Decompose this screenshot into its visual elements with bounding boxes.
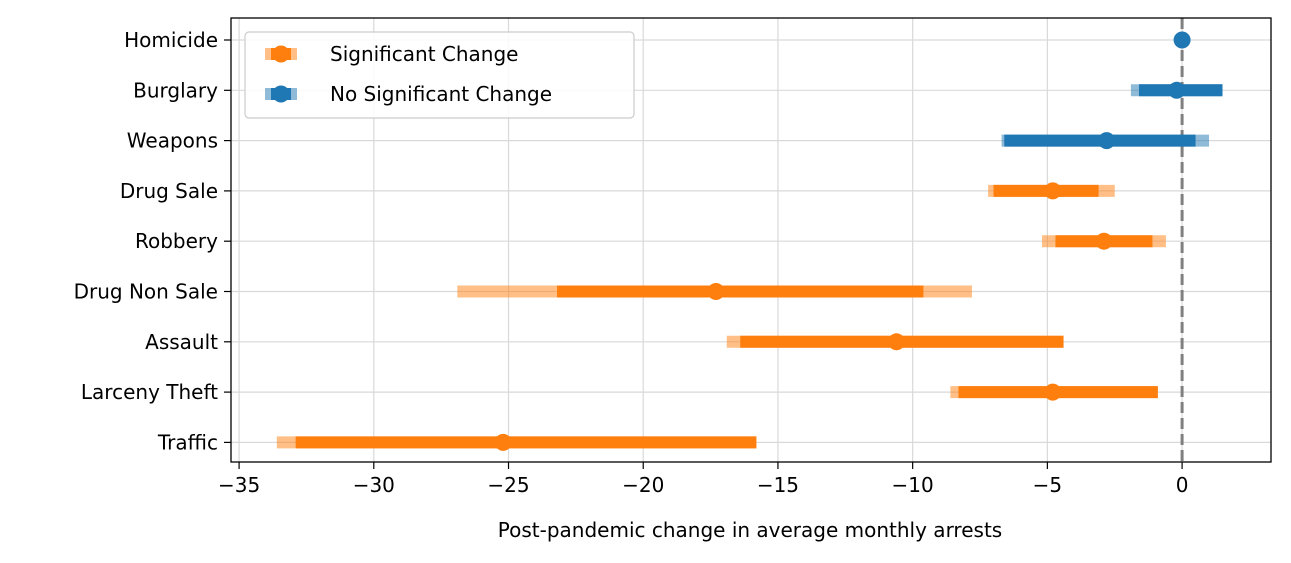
x-tick-label: −20 — [622, 473, 664, 497]
x-tick-label: −25 — [487, 473, 529, 497]
plot-frame — [230, 17, 1272, 463]
y-tick-label: Homicide — [124, 28, 218, 52]
legend-label: Significant Change — [330, 42, 518, 66]
legend-swatch-marker — [272, 45, 290, 63]
point-estimate — [707, 283, 725, 300]
legend: Significant Change No Significant Change — [244, 31, 635, 119]
point-estimate — [887, 333, 905, 351]
x-tick-label: −5 — [1033, 473, 1062, 497]
point-estimate — [1168, 81, 1186, 99]
point-estimate — [1173, 31, 1191, 49]
legend-label: No Significant Change — [330, 82, 552, 106]
y-tick-label: Drug Sale — [120, 179, 218, 203]
point-estimate — [1098, 132, 1116, 150]
y-axis: Homicide Burglary Weapons Drug Sale Robbery D… — [74, 28, 231, 454]
x-axis: −35 −30 −25 −20 −15 −10 −5 0 — [218, 462, 1188, 497]
y-tick-label: Weapons — [127, 129, 218, 153]
y-tick-label: Assault — [145, 330, 218, 354]
y-tick-label: Drug Non Sale — [74, 280, 218, 304]
x-tick-label: 0 — [1176, 473, 1189, 497]
y-tick-label: Larceny Theft — [81, 380, 218, 404]
y-tick-label: Traffic — [157, 430, 218, 454]
y-tick-label: Robbery — [135, 229, 218, 253]
point-estimate — [1044, 383, 1062, 401]
y-tick-label: Burglary — [133, 78, 218, 102]
x-axis-label: Post-pandemic change in average monthly … — [498, 518, 1002, 542]
legend-swatch-marker — [272, 85, 290, 103]
point-estimate — [494, 433, 512, 451]
point-estimate — [1095, 232, 1113, 250]
legend-box — [244, 31, 635, 119]
x-tick-label: −10 — [892, 473, 934, 497]
x-tick-label: −15 — [757, 473, 799, 497]
x-tick-label: −30 — [353, 473, 395, 497]
data-marks — [276, 31, 1223, 451]
x-tick-label: −35 — [218, 473, 260, 497]
point-estimate — [1044, 182, 1062, 200]
